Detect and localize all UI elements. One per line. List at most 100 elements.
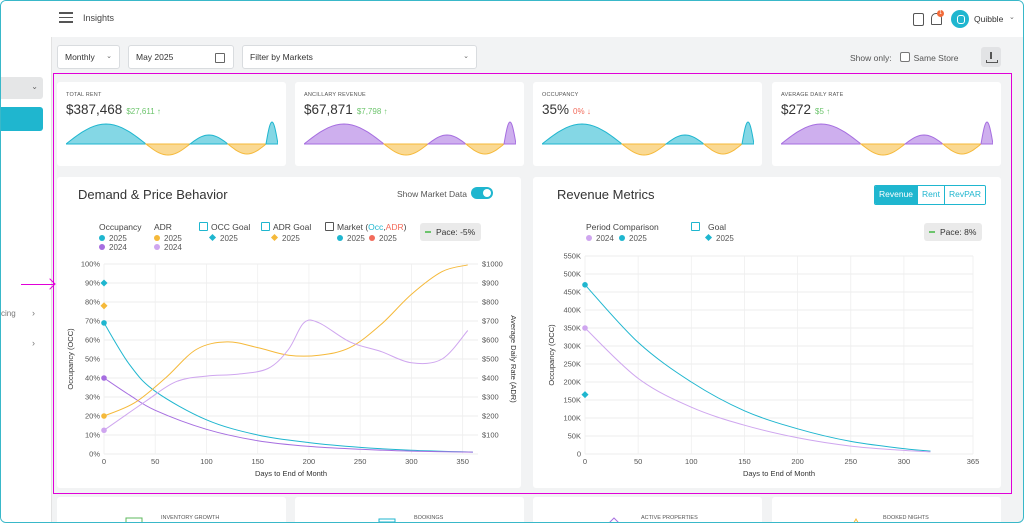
x-tick-label: 200 <box>791 457 804 466</box>
kpi-title: OCCUPANCY <box>542 92 579 98</box>
legend-year: 2025 <box>109 234 127 243</box>
dot-icon <box>99 235 105 241</box>
sparkline-area <box>464 143 506 155</box>
x-tick-label: 350 <box>456 457 469 466</box>
goal-marker[interactable] <box>581 391 589 399</box>
legend-goal[interactable]: Goal <box>691 222 726 232</box>
legend-adr-2025[interactable]: 2025 <box>154 234 182 243</box>
chevron-down-icon[interactable]: ⌄ <box>1009 14 1015 21</box>
checkbox-icon <box>325 222 334 231</box>
month-value: May 2025 <box>136 52 174 62</box>
x-tick-label: 250 <box>844 457 857 466</box>
series-line[interactable] <box>103 319 469 431</box>
legend-year: 2025 <box>220 234 238 243</box>
y-tick-label: 400K <box>563 306 581 315</box>
series-line[interactable] <box>103 322 473 453</box>
y2-tick-label: $800 <box>482 298 499 307</box>
sidebar-item-active[interactable] <box>1 107 43 131</box>
legend-label: ADR Goal <box>273 222 312 232</box>
chevron-right-icon[interactable]: › <box>32 338 35 348</box>
series-line[interactable] <box>103 264 468 417</box>
card-bookings: BOOKINGS <box>295 497 524 522</box>
legend-year: 2024 <box>109 243 127 252</box>
legend-label: OCC Goal <box>211 222 251 232</box>
legend-year: 2025 <box>164 234 182 243</box>
kpi-title: ANCILLARY REVENUE <box>304 92 366 98</box>
legend-adr-goal[interactable]: ADR Goal <box>261 222 311 232</box>
avatar[interactable] <box>951 10 969 28</box>
kpi-sparkline <box>781 121 993 156</box>
series-line[interactable] <box>584 327 931 453</box>
series-line[interactable] <box>103 377 473 453</box>
y-tick-label: 20% <box>85 412 100 421</box>
legend-goal-2025: 2025 <box>704 233 734 243</box>
series-start-point[interactable] <box>101 427 107 434</box>
sparkline-area <box>66 123 148 145</box>
download-button[interactable] <box>981 47 1001 67</box>
legend-label: Market ( <box>337 222 369 232</box>
sparkline-area <box>265 121 278 145</box>
calendar-icon <box>215 53 225 63</box>
series-start-point[interactable] <box>582 325 588 331</box>
sparkline-area <box>226 143 268 155</box>
market-filter[interactable]: Filter by Markets ⌄ <box>242 45 477 69</box>
pace-value: Pace: 8% <box>940 227 977 237</box>
kpi-title: AVERAGE DAILY RATE <box>781 92 844 98</box>
series-start-point[interactable] <box>101 320 107 326</box>
show-market-data-toggle[interactable] <box>471 187 493 199</box>
y-tick-label: 10% <box>85 431 100 440</box>
sparkline-area <box>941 143 983 155</box>
legend-year: 2025 <box>629 234 647 243</box>
sidebar: ⌄ cing › › <box>1 37 52 522</box>
pace-badge: Pace: 8% <box>924 223 983 241</box>
card-title: BOOKINGS <box>414 515 444 521</box>
tab-rent[interactable]: Rent <box>917 186 944 204</box>
y-tick-label: 40% <box>85 374 100 383</box>
menu-icon[interactable] <box>59 12 73 24</box>
period-select[interactable]: Monthly ⌄ <box>57 45 120 69</box>
legend-market[interactable]: Market (Occ,ADR) <box>325 222 406 232</box>
legend-adr-2024[interactable]: 2024 <box>154 243 182 252</box>
same-store-label[interactable]: Same Store <box>913 53 959 63</box>
goal-marker[interactable] <box>100 279 108 287</box>
y-tick-label: 50% <box>85 355 100 364</box>
legend-occupancy-2024[interactable]: 2024 <box>99 243 127 252</box>
kpi-card-total-rent: TOTAL RENT $387,468 $27,611 ↑ <box>57 82 286 166</box>
kpi-sparkline <box>304 121 516 156</box>
legend-occupancy-2025[interactable]: 2025 <box>99 234 127 243</box>
series-start-point[interactable] <box>101 375 107 381</box>
x-tick-label: 50 <box>634 457 642 466</box>
series-line[interactable] <box>584 284 931 452</box>
legend-period-2025[interactable]: 2025 <box>619 234 647 243</box>
dot-icon <box>154 244 160 250</box>
legend-occ-goal[interactable]: OCC Goal <box>199 222 250 232</box>
legend-adr-goal-2025: 2025 <box>270 233 300 243</box>
bell-icon[interactable] <box>931 13 942 25</box>
tab-revenue[interactable]: Revenue <box>875 186 918 204</box>
month-picker[interactable]: May 2025 <box>128 45 234 69</box>
user-name[interactable]: Quibble <box>974 14 1004 24</box>
dot-icon <box>337 235 343 241</box>
diamond-icon <box>609 517 619 522</box>
panel-title: Demand & Price Behavior <box>78 187 228 202</box>
legend-period-2024[interactable]: 2024 <box>586 234 614 243</box>
chevron-right-icon[interactable]: › <box>32 308 35 318</box>
x-tick-label: 0 <box>583 457 587 466</box>
copy-icon[interactable] <box>913 13 924 26</box>
series-start-point[interactable] <box>582 282 588 288</box>
legend-market-adr-2025: 2025 <box>369 234 397 243</box>
sparkline-area <box>702 143 744 155</box>
card-booked-nights: BOOKED NIGHTS <box>772 497 1001 522</box>
x-tick-label: 150 <box>251 457 264 466</box>
same-store-checkbox[interactable] <box>899 52 910 62</box>
sidebar-item-label[interactable]: cing <box>1 309 16 318</box>
sidebar-selector[interactable]: ⌄ <box>1 77 43 99</box>
card-active-properties: ACTIVE PROPERTIES <box>533 497 762 522</box>
series-start-point[interactable] <box>101 413 107 419</box>
revenue-tabs: Revenue Rent RevPAR <box>874 185 986 205</box>
card-title: INVENTORY GROWTH <box>161 515 220 521</box>
x-tick-label: 300 <box>405 457 418 466</box>
y-tick-label: 350K <box>563 324 581 333</box>
y-tick-label: 200K <box>563 378 581 387</box>
tab-revpar[interactable]: RevPAR <box>944 186 985 204</box>
